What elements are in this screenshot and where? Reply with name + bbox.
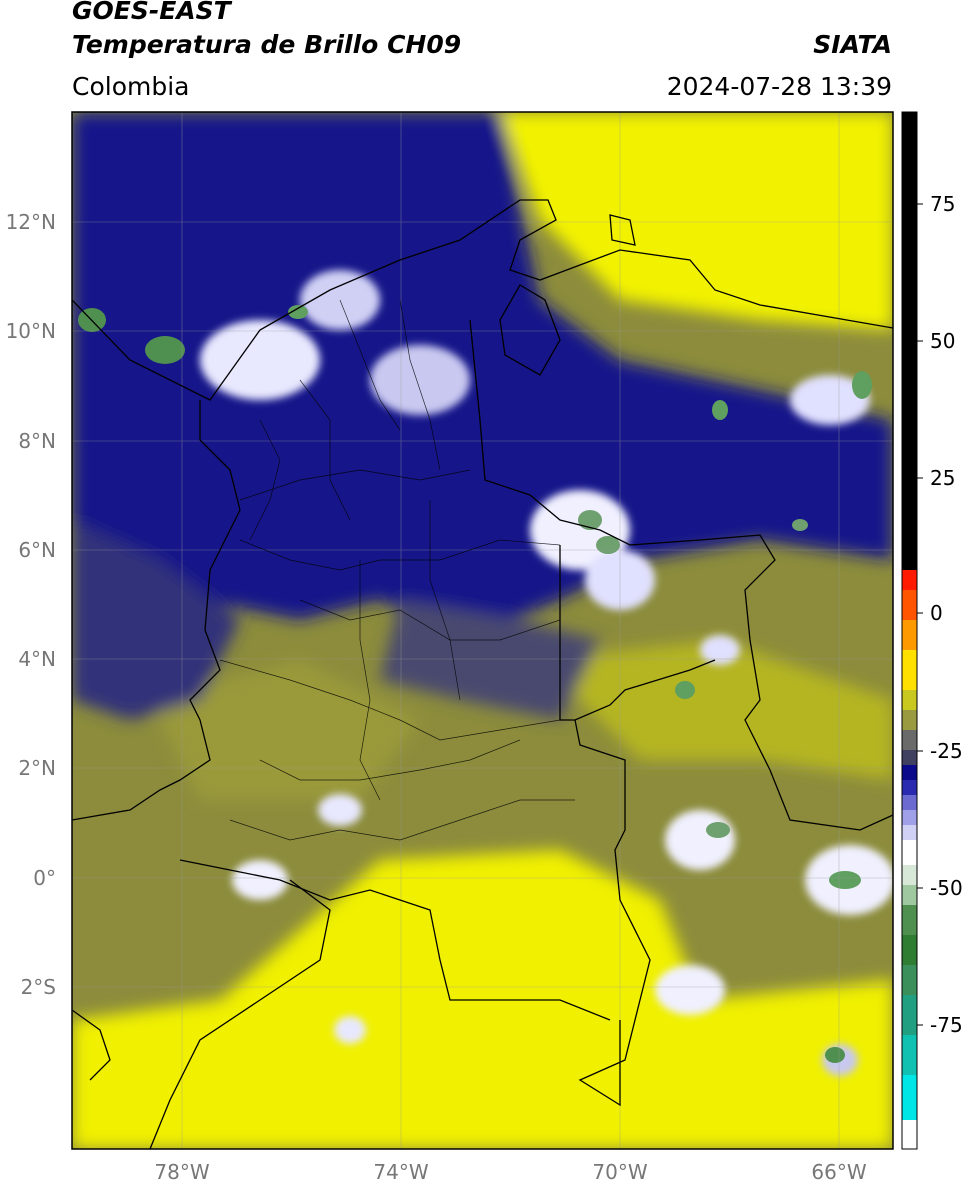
lon-tick-label: 78°W: [154, 1160, 210, 1184]
lat-tick-label: 10°N: [5, 319, 56, 343]
product-title: Temperatura de Brillo CH09: [72, 30, 462, 59]
map-frame: [71, 111, 894, 1150]
brightness-temperature-field: [72, 112, 893, 1149]
colorbar: [901, 111, 923, 1150]
lat-tick-label: 8°N: [18, 429, 56, 453]
colorbar-tick-label: -50: [930, 876, 963, 900]
lat-tick-label: 2°N: [18, 756, 56, 780]
colorbar-tick-label: -25: [930, 739, 963, 763]
region-label: Colombia: [72, 72, 190, 101]
colorbar-tick-label: 50: [930, 329, 956, 353]
datetime-label: 2024-07-28 13:39: [666, 72, 892, 101]
colorbar-tick-label: -75: [930, 1013, 963, 1037]
country-borders: [72, 199, 893, 1149]
lat-tick-label: 2°S: [20, 975, 56, 999]
graticule: [72, 112, 893, 1149]
lon-tick-label: 70°W: [592, 1160, 648, 1184]
colorbar-tick-label: 25: [930, 466, 956, 490]
lat-tick-label: 4°N: [18, 647, 56, 671]
department-borders: [219, 299, 575, 841]
lat-tick-label: 0°: [33, 866, 56, 890]
colorbar-tick-label: 75: [930, 192, 956, 216]
lat-tick-label: 6°N: [18, 538, 56, 562]
lon-tick-label: 74°W: [373, 1160, 429, 1184]
lat-tick-label: 12°N: [5, 210, 56, 234]
agency-label: SIATA: [813, 30, 892, 59]
satellite-title: GOES-EAST: [72, 0, 231, 25]
lon-tick-label: 66°W: [811, 1160, 867, 1184]
colorbar-tick-label: 0: [930, 601, 943, 625]
